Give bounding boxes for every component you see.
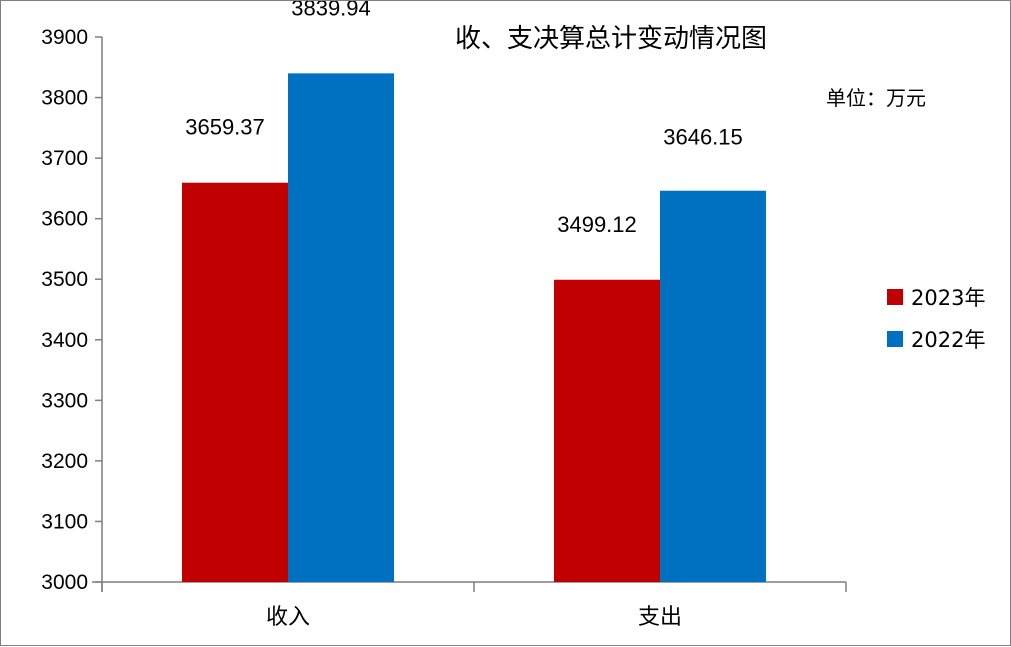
x-category-label: 支出 <box>638 605 682 630</box>
legend-swatch <box>887 331 903 347</box>
legend: 2023年 2022年 <box>887 286 985 352</box>
y-tick-label: 3500 <box>41 268 88 291</box>
axes: 3000 3100 3200 3300 3400 3500 3600 3700 3800 3900… <box>41 26 847 630</box>
legend-label: 2022年 <box>911 328 985 352</box>
data-labels: 3659.37 3499.12 3839.94 3646.15 <box>185 1 743 237</box>
bar-income-0 <box>182 182 288 582</box>
y-tick-label: 3200 <box>41 450 88 473</box>
chart-title: 收、支决算总计变动情况图 <box>455 24 767 54</box>
bar-expense-0 <box>554 279 660 582</box>
bar-expense-1 <box>660 190 766 582</box>
data-label: 3646.15 <box>663 125 743 150</box>
data-label: 3839.94 <box>291 1 371 20</box>
unit-label: 单位：万元 <box>826 86 926 110</box>
y-tick-label: 3400 <box>41 329 88 352</box>
legend-label: 2023年 <box>911 286 985 310</box>
y-tick-label: 3900 <box>41 26 88 49</box>
y-tick-label: 3700 <box>41 147 88 170</box>
data-label: 3659.37 <box>185 115 265 140</box>
y-tick-label: 3300 <box>41 389 88 412</box>
y-tick-label: 3800 <box>41 87 88 110</box>
bar-income-1 <box>288 73 394 583</box>
data-label: 3499.12 <box>557 212 637 237</box>
x-category-label: 收入 <box>266 605 310 630</box>
bars <box>182 73 766 583</box>
y-tick-label: 3600 <box>41 208 88 231</box>
legend-swatch <box>887 289 903 305</box>
y-tick-label: 3000 <box>41 571 88 594</box>
y-tick-label: 3100 <box>41 510 88 533</box>
